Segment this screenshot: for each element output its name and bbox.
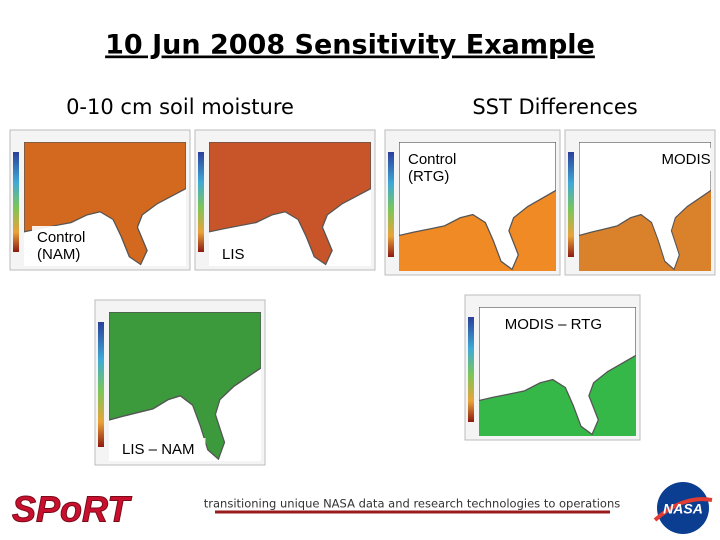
colorbar bbox=[198, 152, 204, 252]
map-label-box bbox=[217, 243, 255, 266]
map-label: LIS – NAM bbox=[122, 441, 195, 458]
sport-logo: SPoRT bbox=[12, 489, 132, 530]
map-label: (NAM) bbox=[37, 246, 80, 263]
nasa-logo-swoosh bbox=[653, 497, 713, 522]
map-label: MODIS bbox=[662, 151, 711, 168]
map-label-box bbox=[656, 148, 711, 171]
map-label: Control bbox=[37, 229, 85, 246]
map-label-box bbox=[499, 313, 606, 336]
section-heading: 0-10 cm soil moisture bbox=[66, 95, 294, 119]
map-label: (RTG) bbox=[408, 168, 449, 185]
map-label-box bbox=[32, 226, 104, 266]
colorbar bbox=[388, 152, 394, 257]
tagline: transitioning unique NASA data and resea… bbox=[204, 497, 620, 511]
colorbar bbox=[13, 152, 19, 252]
map-label-box bbox=[117, 438, 206, 461]
map-label: Control bbox=[408, 151, 456, 168]
section-heading: SST Differences bbox=[472, 95, 637, 119]
slide-title: 10 Jun 2008 Sensitivity Example bbox=[105, 30, 595, 61]
colorbar bbox=[468, 317, 474, 422]
map-label: MODIS – RTG bbox=[505, 316, 602, 333]
map-label-box bbox=[403, 148, 475, 188]
colorbar bbox=[568, 152, 574, 257]
colorbar bbox=[98, 322, 104, 447]
nasa-logo-text: NASA bbox=[663, 501, 703, 517]
map-label: LIS bbox=[222, 246, 245, 263]
nasa-logo-disc bbox=[657, 482, 709, 534]
